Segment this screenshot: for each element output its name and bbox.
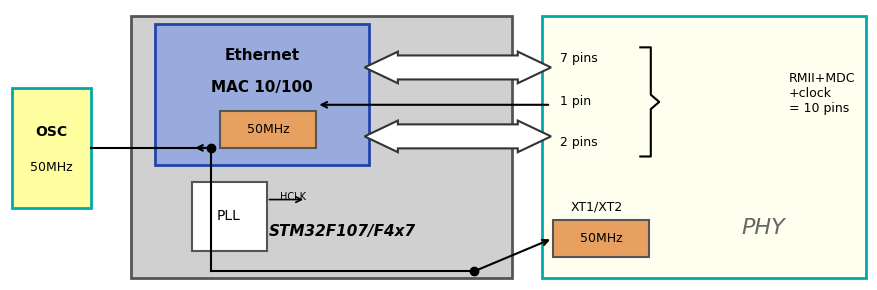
Text: MAC 10/100: MAC 10/100: [211, 80, 313, 95]
Text: PHY: PHY: [740, 218, 784, 238]
Polygon shape: [364, 52, 551, 83]
Bar: [553, 220, 648, 257]
Text: 50MHz: 50MHz: [246, 123, 289, 136]
Text: 50MHz: 50MHz: [579, 232, 622, 245]
Text: PLL: PLL: [217, 209, 240, 223]
Text: OSC: OSC: [35, 125, 68, 139]
Bar: [12, 88, 90, 208]
Bar: [154, 24, 368, 165]
Bar: [131, 16, 511, 278]
Text: XT1/XT2: XT1/XT2: [570, 200, 622, 213]
Text: 1 pin: 1 pin: [560, 95, 590, 108]
Text: 7 pins: 7 pins: [560, 52, 597, 65]
Text: MDC/MDIO: MDC/MDIO: [389, 127, 488, 145]
Text: Ethernet: Ethernet: [225, 48, 299, 64]
Text: STM32F107/F4x7: STM32F107/F4x7: [269, 224, 416, 239]
Text: HCLK: HCLK: [280, 192, 305, 202]
Text: RMII+MDC
+clock
= 10 pins: RMII+MDC +clock = 10 pins: [788, 72, 854, 115]
Text: 2 pins: 2 pins: [560, 136, 596, 149]
Bar: [542, 16, 865, 278]
Bar: [192, 182, 267, 251]
Polygon shape: [364, 121, 551, 152]
Text: RMII: RMII: [426, 59, 468, 77]
Text: 50MHz: 50MHz: [30, 162, 73, 175]
Bar: [220, 110, 316, 148]
